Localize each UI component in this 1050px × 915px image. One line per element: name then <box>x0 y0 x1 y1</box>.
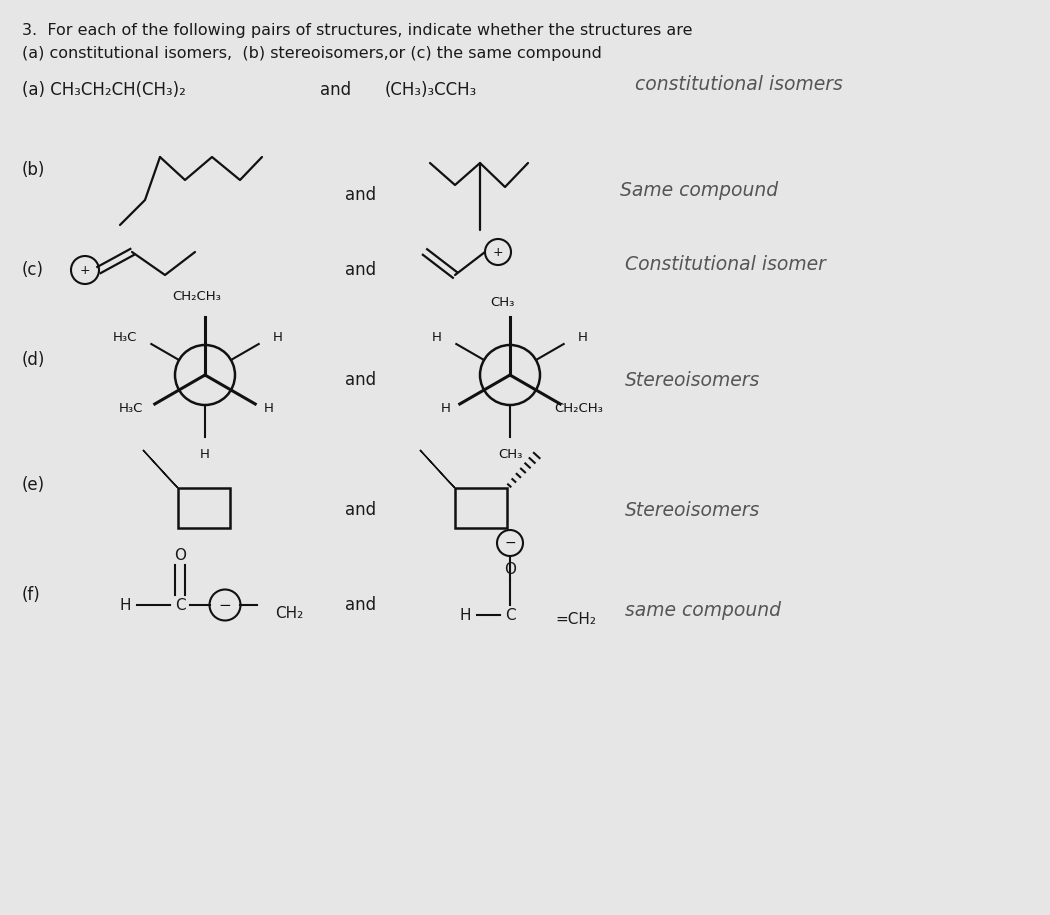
Text: H: H <box>201 448 210 461</box>
Text: (CH₃)₃CCH₃: (CH₃)₃CCH₃ <box>385 81 478 99</box>
Text: (b): (b) <box>22 161 45 179</box>
Text: =CH₂: =CH₂ <box>555 612 596 628</box>
Text: +: + <box>492 245 503 259</box>
Text: H: H <box>459 608 470 622</box>
Text: H₃C: H₃C <box>119 403 143 415</box>
Text: O: O <box>504 563 516 577</box>
Text: Stereoisomers: Stereoisomers <box>625 371 760 390</box>
Text: (a) CH₃CH₂CH(CH₃)₂: (a) CH₃CH₂CH(CH₃)₂ <box>22 81 186 99</box>
Text: C: C <box>174 597 185 612</box>
Text: H: H <box>264 403 274 415</box>
Text: CH₂: CH₂ <box>275 606 303 620</box>
Text: (a) constitutional isomers,  (b) stereoisomers,or (c) the same compound: (a) constitutional isomers, (b) stereois… <box>22 46 602 60</box>
Text: +: + <box>80 264 90 276</box>
Text: and: and <box>345 186 376 204</box>
Text: CH₂CH₃: CH₂CH₃ <box>554 403 604 415</box>
Text: constitutional isomers: constitutional isomers <box>635 76 843 94</box>
Text: H: H <box>433 331 442 344</box>
Text: Constitutional isomer: Constitutional isomer <box>625 255 826 274</box>
Text: Stereoisomers: Stereoisomers <box>625 501 760 520</box>
Text: Same compound: Same compound <box>620 180 778 199</box>
Text: −: − <box>218 597 231 612</box>
Text: (e): (e) <box>22 476 45 494</box>
Text: O: O <box>174 547 186 563</box>
Text: 3.  For each of the following pairs of structures, indicate whether the structur: 3. For each of the following pairs of st… <box>22 23 693 38</box>
Text: CH₃: CH₃ <box>489 296 514 308</box>
Text: CH₃: CH₃ <box>498 448 522 461</box>
Text: (c): (c) <box>22 261 44 279</box>
Text: H: H <box>578 331 588 344</box>
Text: −: − <box>504 536 516 550</box>
Text: H: H <box>441 403 452 415</box>
Text: and: and <box>345 261 376 279</box>
Polygon shape <box>420 450 455 488</box>
Text: C: C <box>505 608 516 622</box>
Text: and: and <box>320 81 351 99</box>
Text: H: H <box>120 597 131 612</box>
Text: and: and <box>345 501 376 519</box>
Text: CH₂CH₃: CH₂CH₃ <box>172 290 222 304</box>
Text: and: and <box>345 371 376 389</box>
Text: (f): (f) <box>22 586 41 604</box>
Text: (d): (d) <box>22 351 45 369</box>
Text: and: and <box>345 596 376 614</box>
Text: H₃C: H₃C <box>112 331 138 344</box>
Polygon shape <box>143 450 178 488</box>
Text: same compound: same compound <box>625 600 781 619</box>
Text: H: H <box>273 331 282 344</box>
